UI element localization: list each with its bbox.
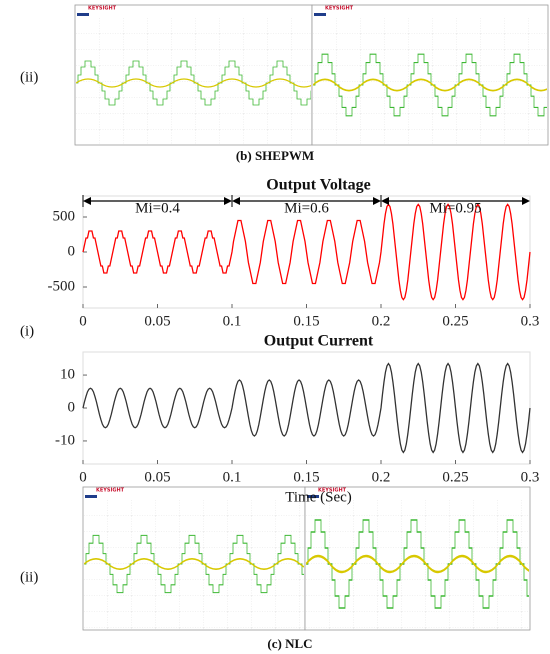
scope-top-left: KEYSIGHT — [74, 4, 313, 146]
x-tick-label: 0.25 — [442, 313, 468, 329]
scope-bottom-right: KEYSIGHT — [304, 486, 531, 631]
arrow-head — [232, 197, 240, 205]
y-tick-label: 0 — [68, 399, 76, 415]
scope-brand: KEYSIGHT — [318, 488, 347, 494]
annotation: Mi=0.6 — [284, 200, 329, 216]
x-tick-label: 0 — [79, 469, 87, 485]
x-tick-label: 0 — [79, 313, 87, 329]
scope-top-right: KEYSIGHT — [311, 4, 549, 146]
annotation: Mi=0.95 — [429, 200, 481, 216]
arrow-head — [373, 197, 381, 205]
arrow-head — [381, 197, 389, 205]
annotation: Mi=0.4 — [135, 200, 180, 216]
arrow-head — [224, 197, 232, 205]
scope-bottom-left: KEYSIGHT — [82, 486, 306, 631]
data-line — [82, 203, 531, 301]
y-tick-label: 0 — [68, 243, 76, 259]
x-tick-label: 0.1 — [223, 469, 242, 485]
y-tick-label: 10 — [60, 366, 75, 382]
y-tick-label: -500 — [48, 278, 76, 294]
x-tick-label: 0.2 — [372, 469, 391, 485]
x-tick-label: 0.3 — [521, 313, 540, 329]
x-tick-label: 0.25 — [442, 469, 468, 485]
x-tick-label: 0.05 — [144, 313, 170, 329]
chart-title: Output Voltage — [266, 177, 370, 194]
x-tick-label: 0.3 — [521, 469, 540, 485]
x-axis-label: Time (Sec) — [285, 489, 352, 505]
scope-brand: KEYSIGHT — [325, 6, 354, 12]
panel-label: (ii) — [20, 569, 38, 585]
caption: (b) SHEPWM — [236, 148, 314, 163]
caption: (c) NLC — [267, 636, 312, 651]
arrow-head — [522, 197, 530, 205]
panel-label: (i) — [20, 323, 34, 339]
panel-label: (ii) — [20, 69, 38, 85]
scope-brand: KEYSIGHT — [96, 488, 125, 494]
chart-title: Output Current — [264, 333, 374, 350]
data-line — [82, 362, 531, 454]
x-tick-label: 0.15 — [293, 469, 319, 485]
scope-brand: KEYSIGHT — [88, 6, 117, 12]
x-tick-label: 0.15 — [293, 313, 319, 329]
y-tick-label: -10 — [55, 432, 75, 448]
y-tick-label: 500 — [53, 208, 76, 224]
arrow-head — [83, 197, 91, 205]
x-tick-label: 0.1 — [223, 313, 242, 329]
x-tick-label: 0.2 — [372, 313, 391, 329]
x-tick-label: 0.05 — [144, 469, 170, 485]
